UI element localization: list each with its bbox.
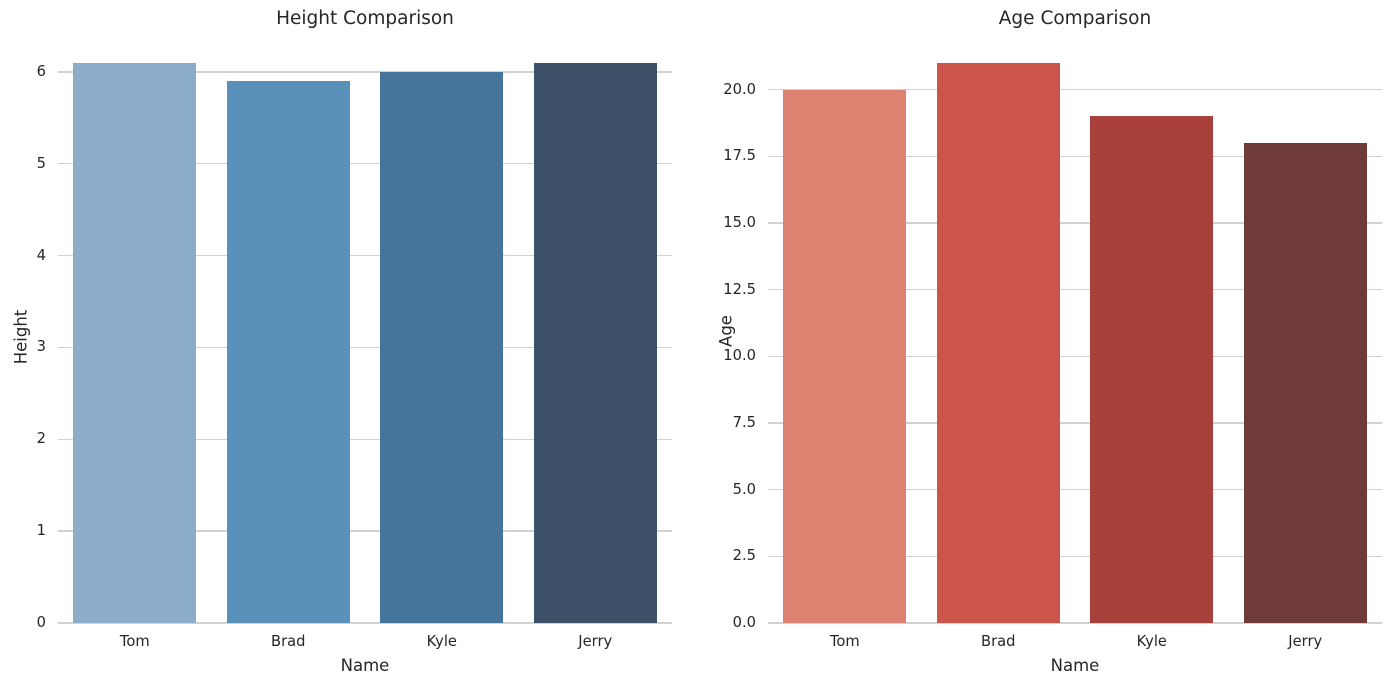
y-tick-label: 2.5 (732, 547, 756, 565)
bar-brad (226, 81, 350, 623)
y-tick-label: 1 (36, 522, 46, 540)
y-tick-label: 4 (36, 246, 46, 264)
height-chart-title: Height Comparison (276, 8, 454, 29)
bar-kyle (380, 71, 504, 623)
height-y-axis-label: Height (11, 309, 31, 365)
age-x-axis-label: Name (1050, 656, 1100, 675)
y-tick-label: 17.5 (723, 147, 756, 165)
bar-tom (73, 62, 197, 623)
gridline (58, 254, 672, 257)
gridline (768, 88, 1382, 91)
age-plot-area (768, 47, 1382, 624)
age-y-axis-label: Age (716, 315, 736, 347)
gridline (768, 222, 1382, 224)
bar-jerry (1243, 143, 1367, 623)
y-tick-label: 2 (36, 430, 46, 448)
gridline (768, 555, 1382, 558)
gridline (768, 622, 1382, 624)
y-tick-label: 12.5 (723, 280, 756, 298)
gridline (768, 155, 1382, 158)
y-tick-label: 10.0 (723, 347, 756, 365)
height-x-axis-label: Name (340, 656, 390, 675)
bar-jerry (533, 62, 657, 623)
y-tick-label: 3 (36, 338, 46, 356)
y-tick-label: 7.5 (732, 414, 756, 431)
gridline (768, 422, 1382, 424)
y-tick-label: 6 (36, 62, 46, 80)
x-tick-label: Jerry (578, 633, 613, 650)
y-tick-label: 5.0 (732, 480, 756, 498)
x-tick-label: Jerry (1288, 633, 1323, 650)
gridline (768, 355, 1382, 358)
x-tick-label: Brad (981, 633, 1016, 650)
gridline (58, 71, 672, 73)
age-chart-title: Age Comparison (998, 8, 1152, 29)
y-tick-label: 20.0 (723, 80, 756, 98)
x-tick-label: Tom (119, 633, 150, 650)
bar-brad (936, 63, 1060, 623)
gridline (768, 488, 1382, 491)
x-tick-label: Kyle (426, 633, 457, 650)
gridline (58, 346, 672, 349)
bar-tom (783, 89, 907, 623)
gridline (58, 622, 672, 624)
x-tick-label: Brad (271, 633, 306, 650)
y-tick-label: 0 (36, 614, 46, 631)
y-tick-label: 5 (36, 154, 46, 172)
bar-kyle (1090, 116, 1214, 623)
gridline (58, 438, 672, 440)
x-tick-label: Kyle (1136, 633, 1167, 650)
y-tick-label: 15.0 (723, 214, 756, 231)
gridline (768, 288, 1382, 291)
x-tick-label: Tom (829, 633, 860, 650)
gridline (58, 162, 672, 165)
y-tick-label: 0.0 (732, 614, 756, 631)
height-plot-area (58, 47, 672, 624)
gridline (58, 530, 672, 532)
